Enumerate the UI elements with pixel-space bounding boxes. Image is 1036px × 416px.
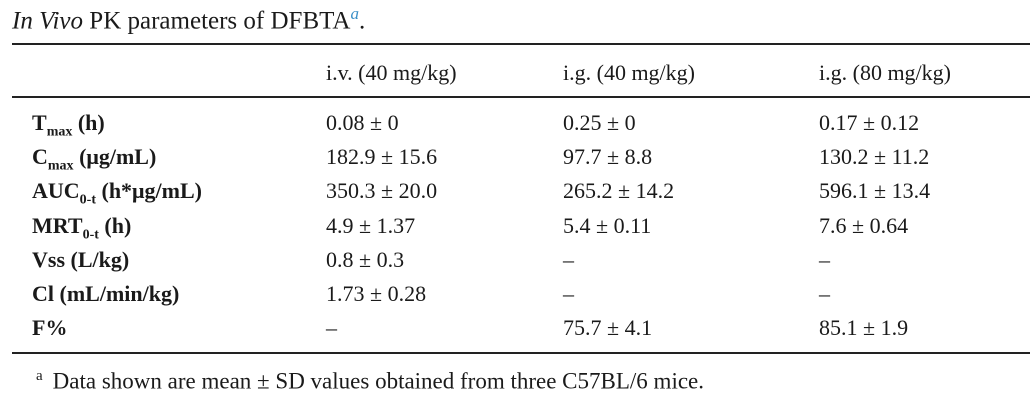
label-base: AUC xyxy=(32,178,80,204)
table-cell: 97.7 ± 8.8 xyxy=(563,144,653,170)
table-cell: 85.1 ± 1.9 xyxy=(819,315,909,341)
table-cell: 182.9 ± 15.6 xyxy=(326,144,438,170)
table-row: AUC0-t (h*μg/mL) 350.3 ± 20.0 265.2 ± 14.2… xyxy=(0,178,1036,212)
label-unit: (h*μg/mL) xyxy=(96,178,202,204)
table-cell: 5.4 ± 0.11 xyxy=(563,212,652,238)
top-rule xyxy=(12,43,1030,45)
table-cell: 350.3 ± 20.0 xyxy=(326,178,438,204)
label-base: T xyxy=(32,110,47,135)
table-row: Cl (mL/min/kg) 1.73 ± 0.28 – – xyxy=(0,281,1036,315)
table-cell: – xyxy=(819,281,830,306)
table-cell: – xyxy=(819,246,830,272)
title-text: PK parameters of DFBTA xyxy=(83,7,351,35)
table-row: F% – 75.7 ± 4.1 85.1 ± 1.9 xyxy=(0,315,1036,349)
title-italic: In Vivo xyxy=(12,7,84,35)
table-cell: – xyxy=(563,281,574,306)
table-cell: 75.7 ± 4.1 xyxy=(563,315,653,341)
label-unit: (h) xyxy=(98,212,132,238)
column-header: i.g. (80 mg/kg) xyxy=(819,60,951,85)
table-title: In Vivo PK parameters of DFBTAa. xyxy=(12,4,365,35)
footnote-text: Data shown are mean ± SD values obtained… xyxy=(52,368,705,394)
label-unit: (μg/mL) xyxy=(73,144,157,170)
row-label: Tmax (h) xyxy=(32,110,105,140)
row-label: F% xyxy=(32,315,67,341)
table-cell: 4.9 ± 1.37 xyxy=(326,212,416,238)
table-footnote: a Data shown are mean ± SD values obtaine… xyxy=(36,368,704,395)
table-cell: 0.08 ± 0 xyxy=(326,110,399,135)
column-header: i.v. (40 mg/kg) xyxy=(326,60,457,85)
table-row: Tmax (h) 0.08 ± 0 0.25 ± 0 0.17 ± 0.12 xyxy=(0,110,1036,144)
table-cell: 0.25 ± 0 xyxy=(563,110,636,135)
bottom-rule xyxy=(12,352,1030,354)
row-label: Vss (L/kg) xyxy=(32,247,129,273)
table-cell: 1.73 ± 0.28 xyxy=(326,281,427,306)
table-row: MRT0-t (h) 4.9 ± 1.37 5.4 ± 0.11 7.6 ± 0.64 xyxy=(0,213,1036,247)
label-subscript: max xyxy=(47,158,74,174)
column-header: i.g. (40 mg/kg) xyxy=(563,60,695,85)
table-row: Vss (L/kg) 0.8 ± 0.3 – – xyxy=(0,247,1036,281)
row-label: MRT0-t (h) xyxy=(32,213,131,243)
table-cell: 130.2 ± 11.2 xyxy=(819,144,930,170)
label-unit: (h) xyxy=(72,110,105,135)
header-rule xyxy=(12,96,1030,98)
table-cell: 596.1 ± 13.4 xyxy=(819,178,931,204)
label-subscript: 0-t xyxy=(79,192,96,208)
label-base: C xyxy=(32,144,48,170)
table-cell: 0.8 ± 0.3 xyxy=(326,246,405,272)
row-label: AUC0-t (h*μg/mL) xyxy=(32,178,202,208)
table-cell: – xyxy=(326,315,337,341)
row-label: Cl (mL/min/kg) xyxy=(32,281,179,307)
label-base: F% xyxy=(32,315,68,341)
label-subscript: max xyxy=(46,124,73,140)
title-end: . xyxy=(358,7,366,35)
footnote-mark: a xyxy=(36,368,43,384)
label-base: MRT xyxy=(32,212,83,238)
footnote-link[interactable]: a xyxy=(350,4,359,23)
table-cell: – xyxy=(563,246,574,272)
label-base: Cl (mL/min/kg) xyxy=(32,281,180,306)
label-base: Vss (L/kg) xyxy=(32,246,130,272)
row-label: Cmax (μg/mL) xyxy=(32,144,156,174)
table-cell: 265.2 ± 14.2 xyxy=(563,178,675,204)
table-row: Cmax (μg/mL) 182.9 ± 15.6 97.7 ± 8.8 130.2 … xyxy=(0,144,1036,178)
label-subscript: 0-t xyxy=(82,226,99,242)
table-cell: 0.17 ± 0.12 xyxy=(819,110,920,135)
table-cell: 7.6 ± 0.64 xyxy=(819,212,909,238)
